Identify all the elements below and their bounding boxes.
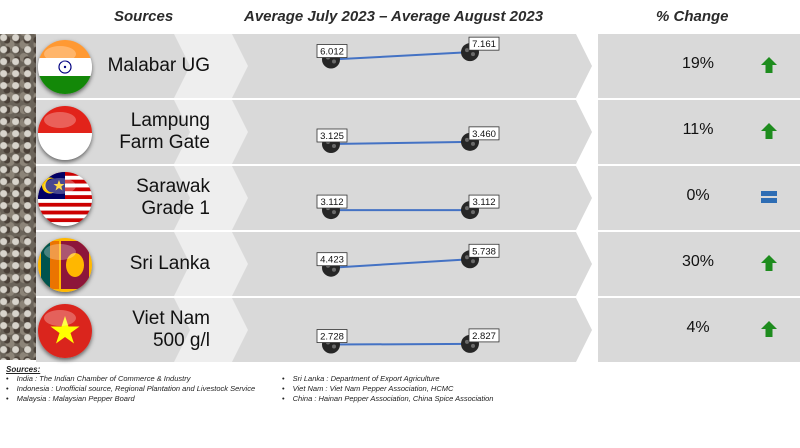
source-name: Sri Lanka [96,232,210,296]
source-name-line1: Sarawak [136,176,210,197]
source-name-line1: Malabar UG [107,55,210,76]
price-line [330,51,471,61]
row-band [36,232,592,296]
price-line-plot: 2.728 2.827 [316,328,500,354]
row-india: Malabar UG 6.012 7.161 19% [0,34,800,98]
value-label: 2.827 [472,331,496,342]
indonesia-flag [38,106,92,160]
value-label: 2.728 [320,332,344,343]
price-line [330,258,471,269]
price-line [330,342,471,346]
value-label-box [316,128,348,143]
change-cell: 19% [598,34,800,98]
source-item: Malaysia : Malaysian Pepper Board [6,394,255,404]
sources-header: Sources [114,8,174,25]
source-name-line2: 500 g/l [152,330,210,351]
value-label-box [468,36,500,51]
source-item: Sri Lanka : Department of Export Agricul… [282,374,493,384]
percent-change: 30% [681,253,715,270]
sources-left-list: India : The Indian Chamber of Commerce &… [6,374,255,404]
change-cell: 0% [598,166,800,230]
source-name: Sarawak Grade 1 [96,166,210,230]
value-label: 6.012 [320,47,344,58]
period-header: Average July 2023 – Average August 2023 [244,8,544,25]
source-name-line2: Grade 1 [141,198,210,219]
value-label-box [316,44,348,58]
up-arrow-icon [761,255,777,271]
value-label-box [316,329,348,343]
source-name: Malabar UG [96,34,210,98]
change-cell: 11% [598,100,800,164]
source-name-line1: Lampung [130,110,210,131]
percent-change: 4% [686,319,710,336]
row-band [36,298,592,362]
value-label-box [316,252,348,267]
price-line [330,140,471,145]
up-arrow-icon [761,321,777,337]
value-label: 3.125 [320,131,344,142]
source-name: Viet Nam 500 g/l [96,298,210,362]
source-name-line1: Sri Lanka [129,253,210,274]
vietnam-flag [38,304,92,358]
price-line-plot: 3.125 3.460 [316,126,500,153]
source-item: Viet Nam : Viet Nam Pepper Association, … [282,384,493,394]
row-sri-lanka: Sri Lanka 4.423 5.738 30% [0,232,800,296]
value-label-box [468,243,500,258]
value-label: 3.112 [472,197,495,208]
row-malaysia: Sarawak Grade 1 3.112 3.112 0% [0,166,800,230]
up-arrow-icon [761,57,777,73]
source-item: China : Hainan Pepper Association, China… [282,394,494,404]
value-label-box [468,126,500,141]
value-label: 7.161 [472,39,496,50]
value-label-box [468,328,500,343]
value-label: 4.423 [320,255,344,266]
sources-right-list: Sri Lanka : Department of Export Agricul… [282,374,494,404]
row-band [36,166,592,230]
change-cell: 4% [598,298,800,362]
source-name: Lampung Farm Gate [96,100,210,164]
row-vietnam: Viet Nam 500 g/l 2.728 2.827 4% [0,298,800,362]
value-label-box [468,194,500,209]
percent-change: 0% [686,187,710,204]
value-label: 5.738 [472,246,496,257]
change-cell: 30% [598,232,800,296]
value-label: 3.112 [320,197,343,208]
price-line-plot: 6.012 7.161 [316,36,500,69]
value-label: 3.460 [472,129,496,140]
sources-footnote-title: Sources: [6,365,41,374]
percent-change: 11% [682,121,714,138]
source-item: India : The Indian Chamber of Commerce &… [6,374,255,384]
price-line-plot: 3.112 3.112 [316,194,500,220]
price-line-plot: 4.423 5.738 [316,243,500,277]
source-item: Indonesia : Unofficial source, Regional … [6,384,255,394]
up-arrow-icon [761,123,777,139]
equal-sign-icon [761,191,777,203]
value-label-box [316,194,348,209]
sri-lanka-flag [38,238,92,292]
percent-change: 19% [681,55,715,72]
malaysia-flag [38,172,92,226]
source-name-line1: Viet Nam [132,308,210,329]
india-flag [38,40,92,94]
row-indonesia: Lampung Farm Gate 3.125 3.460 11% [0,100,800,164]
source-name-line2: Farm Gate [119,132,210,153]
change-header: % Change [656,8,729,25]
pepper-background-image [0,34,36,360]
row-band [36,100,592,164]
row-band [36,34,592,98]
